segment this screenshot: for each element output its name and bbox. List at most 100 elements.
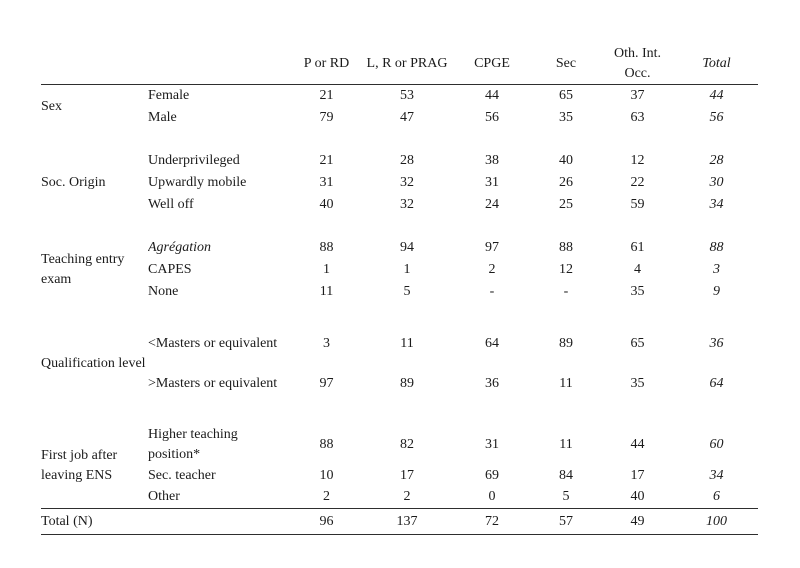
section-spacer [41, 404, 758, 425]
cell-value: 12 [630, 152, 645, 168]
row-label: Female [148, 87, 190, 103]
cell-value: - [489, 283, 495, 299]
cell-value: 21 [319, 152, 334, 168]
header-row: P or RD L, R or PRAG CPGE Sec Oth. Int. … [41, 44, 758, 85]
cell-value: 64 [485, 335, 499, 351]
cell-value-total: 28 [709, 152, 724, 168]
row-label: Sec. teacher [148, 467, 216, 483]
row-label: <Masters or equivalent [148, 335, 278, 351]
cell-value: 1 [323, 261, 330, 277]
cell-value: 38 [485, 152, 499, 168]
cell-value: 63 [630, 109, 645, 125]
column-header: Oth. Int. Occ. [600, 44, 675, 85]
cell-value: 35 [630, 283, 645, 299]
cell-value: 2 [323, 489, 330, 505]
cell-value: 40 [559, 152, 573, 168]
row-label: None [148, 283, 179, 299]
cell-value: 35 [630, 375, 645, 391]
cell-value: 1 [403, 261, 411, 277]
footer-label: Total (N) [41, 508, 291, 535]
cell-value: 89 [400, 375, 414, 391]
cell-value: 32 [400, 196, 414, 212]
footer-row: Total (N) 96 137 72 57 49 100 [41, 508, 758, 535]
footer-value: 72 [452, 508, 532, 535]
cell-value: 88 [319, 239, 334, 255]
cell-value: 10 [319, 467, 334, 483]
cell-value: 28 [400, 152, 414, 168]
cell-value-total: 56 [709, 109, 724, 125]
cell-value: 11 [400, 335, 414, 351]
row-label: CAPES [148, 261, 192, 277]
table-row: Other 2 2 0 5 40 6 [41, 487, 758, 509]
column-header: CPGE [452, 44, 532, 85]
table-row: Sex Female 21 53 44 65 37 44 [41, 85, 758, 114]
column-header: P or RD [291, 44, 362, 85]
footer-value: 96 [291, 508, 362, 535]
cell-value: 11 [559, 375, 573, 391]
row-label: Agrégation [148, 239, 211, 255]
cell-value-total: 3 [713, 261, 720, 277]
cell-value: 4 [634, 261, 641, 277]
table-row: First job after leaving ENS Higher teach… [41, 425, 758, 484]
table-row: Male 79 47 56 35 63 56 [41, 107, 758, 129]
section-spacer [41, 303, 758, 324]
cell-value: 5 [562, 489, 570, 505]
footer-value: 49 [600, 508, 675, 535]
header-empty-label [148, 44, 291, 85]
footer-value: 57 [532, 508, 600, 535]
cell-value: 37 [630, 87, 645, 103]
section-spacer [41, 216, 758, 237]
cell-value: 56 [485, 109, 499, 125]
cell-value: 97 [319, 375, 334, 391]
cell-value-total: 60 [709, 436, 724, 452]
table-row: Sec. teacher 10 17 69 84 17 34 [41, 465, 758, 487]
cell-value: 47 [400, 109, 414, 125]
cell-value: 40 [319, 196, 334, 212]
group-label-teaching-entry-exam: Teaching entry exam [41, 251, 125, 287]
table-row: Qualification level <Masters or equivale… [41, 324, 758, 371]
cell-value: 12 [559, 261, 573, 277]
column-header: L, R or PRAG [362, 44, 452, 85]
cell-value-total: 36 [709, 335, 724, 351]
cell-value-total: 6 [713, 489, 720, 505]
cell-value: 5 [403, 283, 411, 299]
table-row: Upwardly mobile 31 32 31 26 22 30 [41, 172, 758, 194]
cell-value: 0 [488, 489, 496, 505]
cell-value: 61 [630, 239, 645, 255]
cell-value-total: 34 [709, 467, 724, 483]
cell-value: 82 [400, 436, 414, 452]
cell-value: 88 [559, 239, 573, 255]
cell-value: 31 [319, 174, 334, 190]
group-label-soc-origin: Soc. Origin [41, 174, 106, 190]
group-label-sex: Sex [41, 98, 62, 114]
cell-value: 79 [319, 109, 334, 125]
cell-value: 94 [400, 239, 414, 255]
section-spacer [41, 129, 758, 150]
cell-value: 59 [630, 196, 645, 212]
table-row: Soc. Origin Underprivileged 21 28 38 40 … [41, 150, 758, 190]
cell-value: 31 [485, 174, 499, 190]
table-row: CAPES 1 1 2 12 4 3 [41, 259, 758, 281]
cell-value: 11 [559, 436, 573, 452]
cell-value: 65 [630, 335, 645, 351]
cell-value: 35 [559, 109, 573, 125]
cell-value: - [563, 283, 569, 299]
cell-value: 97 [485, 239, 499, 255]
row-label: Underprivileged [148, 152, 240, 168]
cell-value: 26 [559, 174, 573, 190]
cell-value: 36 [485, 375, 499, 391]
cell-value: 17 [630, 467, 645, 483]
table-row: >Masters or equivalent 97 89 36 11 35 64 [41, 364, 758, 404]
statistics-table: P or RD L, R or PRAG CPGE Sec Oth. Int. … [41, 44, 758, 535]
cell-value: 84 [559, 467, 573, 483]
cell-value: 3 [323, 335, 330, 351]
cell-value: 40 [630, 489, 645, 505]
cell-value: 32 [400, 174, 414, 190]
cell-value: 22 [630, 174, 645, 190]
row-label: >Masters or equivalent [148, 375, 278, 391]
table-row: Well off 40 32 24 25 59 34 [41, 194, 758, 216]
cell-value: 44 [630, 436, 645, 452]
cell-value: 17 [400, 467, 414, 483]
cell-value-total: 34 [709, 196, 724, 212]
